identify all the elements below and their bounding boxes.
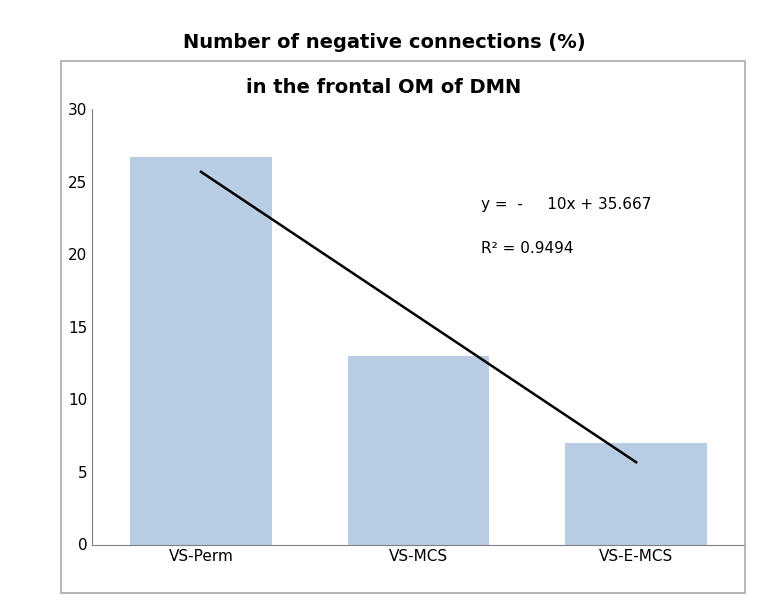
Text: Number of negative connections (%): Number of negative connections (%) [183, 33, 585, 52]
Bar [348, 356, 489, 544]
Text: R² = 0.9494: R² = 0.9494 [481, 241, 573, 256]
Text: in the frontal OM of DMN: in the frontal OM of DMN [247, 78, 521, 97]
Bar [565, 443, 707, 544]
Bar [131, 157, 272, 544]
Text: y =  -     10x + 35.667: y = - 10x + 35.667 [481, 197, 651, 212]
